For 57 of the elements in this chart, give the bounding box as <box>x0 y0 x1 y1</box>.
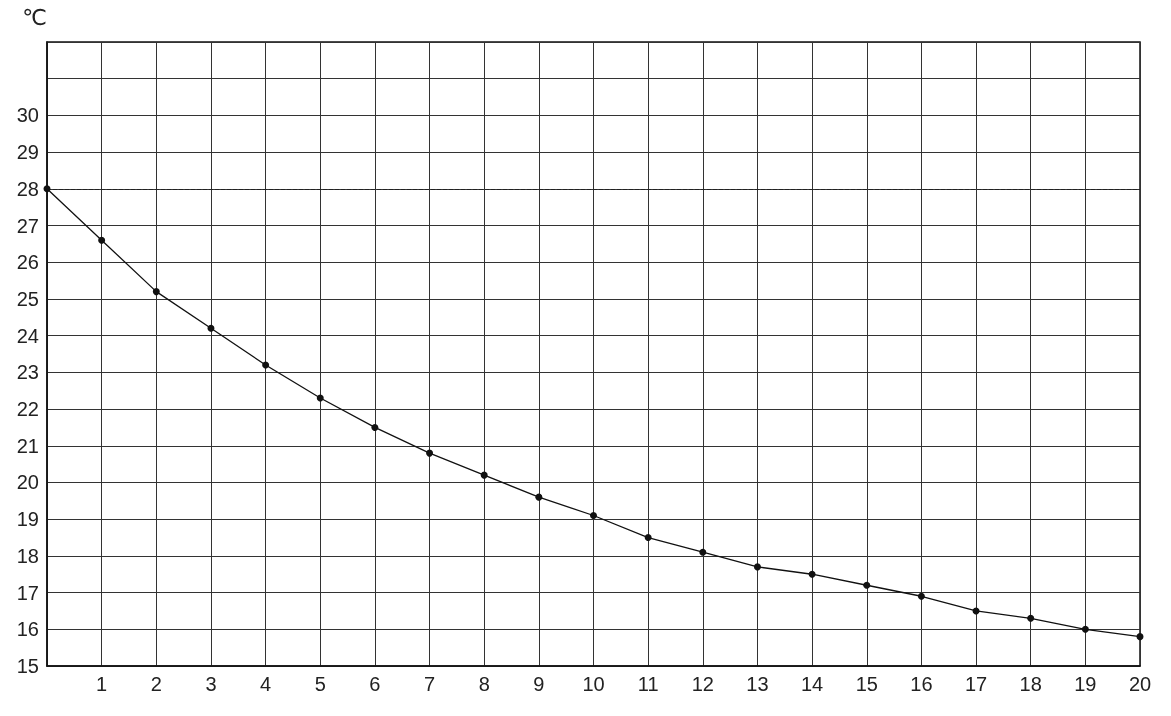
point <box>98 236 106 244</box>
y-tick-label: 29 <box>16 141 39 164</box>
x-tick-label: 1 <box>96 673 108 695</box>
point <box>590 512 597 519</box>
point <box>917 592 925 600</box>
y-tick-label: 15 <box>16 655 39 677</box>
x-tick-label: 18 <box>1019 673 1042 695</box>
point <box>863 581 871 589</box>
y-tick-label: 19 <box>16 508 39 531</box>
y-tick-label: 30 <box>16 104 39 127</box>
y-tick-label: 21 <box>16 434 39 457</box>
point <box>1081 625 1089 633</box>
point <box>808 570 816 578</box>
x-tick-label: 6 <box>369 673 381 695</box>
point <box>316 394 324 402</box>
x-tick-label: 17 <box>964 673 988 695</box>
point <box>262 361 270 369</box>
point <box>207 324 215 332</box>
x-tick-label: 3 <box>205 673 217 695</box>
x-tick-label: 8 <box>478 673 490 695</box>
point <box>1027 614 1035 622</box>
x-tick-label: 5 <box>314 673 326 695</box>
y-tick-label: 20 <box>16 471 39 494</box>
x-tick-label: 12 <box>691 673 714 695</box>
x-tick-label: 16 <box>910 673 933 695</box>
point <box>480 471 488 479</box>
point <box>699 548 707 556</box>
x-tick-label: 9 <box>533 673 545 695</box>
point <box>535 493 543 501</box>
y-tick-label: 17 <box>16 581 39 604</box>
y-tick-label: 24 <box>16 324 39 347</box>
point <box>371 423 379 431</box>
x-tick-label: 7 <box>423 673 436 695</box>
point <box>644 534 652 542</box>
y-tick-label: 26 <box>16 251 39 274</box>
y-tick-label: 23 <box>16 361 39 384</box>
point <box>426 449 434 457</box>
point <box>753 563 761 571</box>
x-tick-label: 10 <box>582 673 605 695</box>
point <box>1136 633 1144 641</box>
y-tick-label: 22 <box>16 398 39 421</box>
x-tick-label: 2 <box>150 673 162 695</box>
y-tick-label: 16 <box>16 618 39 641</box>
y-tick-label: 27 <box>16 214 39 237</box>
x-tick-label: 4 <box>260 673 272 695</box>
x-tick-label: 11 <box>637 673 659 695</box>
x-tick-label: 14 <box>800 673 824 695</box>
x-tick-label: 20 <box>1128 673 1152 695</box>
y-tick-label: 28 <box>16 177 39 200</box>
y-axis-title: ℃ <box>22 4 47 30</box>
point <box>43 185 51 193</box>
y-tick-label: 18 <box>16 544 39 567</box>
y-tick-label: 25 <box>16 287 39 310</box>
x-tick-label: 15 <box>855 673 878 695</box>
x-tick-label: 13 <box>746 673 769 695</box>
x-tick-label: 19 <box>1074 673 1097 695</box>
point <box>152 288 160 296</box>
